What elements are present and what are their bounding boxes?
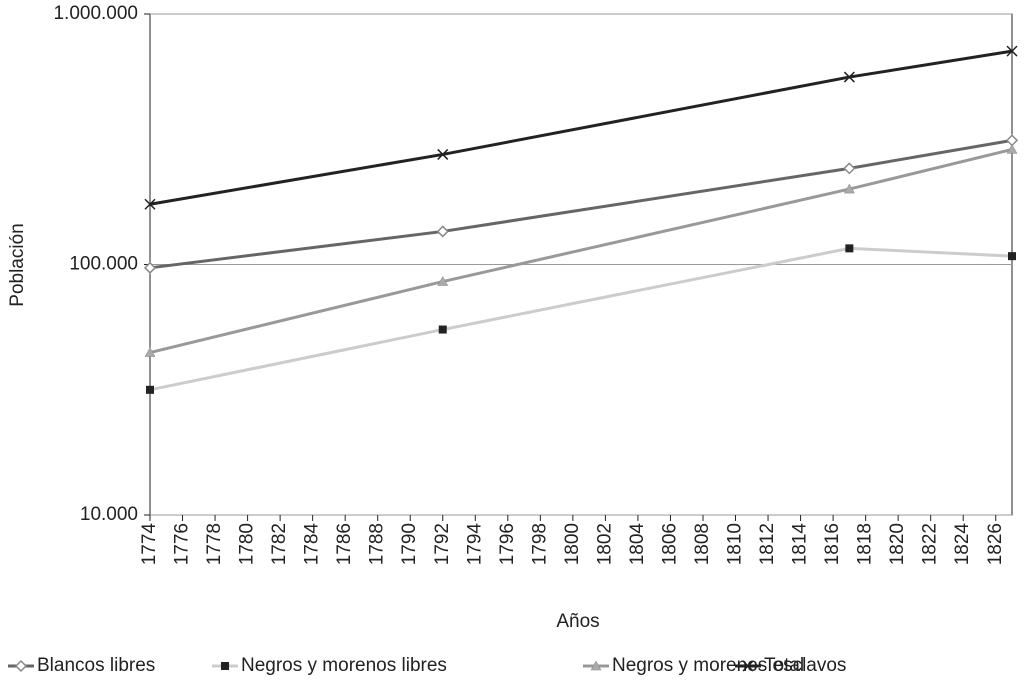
data-point bbox=[1005, 134, 1019, 147]
y-tick-label: 1.000.000 bbox=[53, 3, 138, 24]
x-tick-label: 1776 bbox=[172, 523, 193, 565]
x-axis-label: Años bbox=[556, 611, 599, 632]
x-tick-label: 1806 bbox=[659, 523, 680, 565]
x-tick-label: 1814 bbox=[790, 523, 811, 566]
x-tick-label: 1818 bbox=[855, 523, 876, 565]
x-tick-label: 1804 bbox=[627, 523, 648, 566]
x-tick-label: 1824 bbox=[952, 523, 973, 566]
x-tick-label: 1802 bbox=[594, 523, 615, 565]
x-tick-label: 1780 bbox=[237, 523, 258, 565]
data-point bbox=[843, 183, 855, 194]
x-tick-label: 1810 bbox=[725, 523, 746, 565]
data-point bbox=[144, 347, 156, 357]
data-point bbox=[1006, 45, 1018, 57]
x-tick-label: 1792 bbox=[432, 523, 453, 565]
x-tick-label: 1782 bbox=[269, 523, 290, 565]
x-tick-label: 1798 bbox=[529, 523, 550, 565]
x-tick-label: 1816 bbox=[822, 523, 843, 565]
data-point bbox=[146, 385, 154, 394]
x-tick-label: 1788 bbox=[367, 523, 388, 565]
data-point bbox=[845, 244, 854, 253]
data-point bbox=[437, 148, 449, 160]
data-point bbox=[437, 276, 449, 286]
x-tick-label: 1812 bbox=[757, 523, 778, 565]
x-tick-label: 1826 bbox=[985, 523, 1006, 565]
y-axis-label: Población bbox=[7, 223, 28, 306]
legend-marker bbox=[590, 660, 602, 671]
series-line bbox=[149, 49, 1013, 206]
legend-label: Negros y morenos libres bbox=[241, 655, 447, 676]
x-tick-label: 1784 bbox=[302, 523, 323, 566]
x-tick-label: 1800 bbox=[562, 523, 583, 565]
x-tick-label: 1822 bbox=[920, 523, 941, 565]
x-tick-label: 1794 bbox=[464, 523, 485, 566]
legend-marker bbox=[14, 659, 28, 673]
legend-label: Negros y morenos esclavos bbox=[612, 655, 846, 676]
data-point bbox=[438, 325, 447, 334]
data-point bbox=[143, 261, 157, 274]
x-tick-label: 1790 bbox=[399, 523, 420, 565]
data-point bbox=[843, 162, 856, 175]
legend-marker bbox=[742, 660, 754, 672]
legend-label: Blancos libres bbox=[37, 655, 155, 676]
series-line bbox=[149, 138, 1013, 270]
legend-label: Total bbox=[764, 655, 804, 676]
legend-marker bbox=[221, 662, 229, 670]
x-tick-label: 1808 bbox=[692, 523, 713, 565]
data-point bbox=[1008, 252, 1016, 261]
x-tick-label: 1796 bbox=[497, 523, 518, 565]
y-tick-label: 100.000 bbox=[69, 254, 138, 275]
series-line bbox=[149, 147, 1013, 355]
series-line bbox=[149, 246, 1013, 392]
x-tick-label: 1820 bbox=[887, 523, 908, 565]
data-point bbox=[843, 71, 855, 83]
x-tick-label: 1774 bbox=[139, 523, 160, 566]
x-tick-label: 1786 bbox=[334, 523, 355, 565]
y-tick-label: 10.000 bbox=[80, 504, 138, 525]
data-point bbox=[1006, 143, 1018, 154]
x-tick-label: 1778 bbox=[204, 523, 225, 565]
data-point bbox=[144, 198, 156, 210]
data-point bbox=[436, 225, 449, 238]
